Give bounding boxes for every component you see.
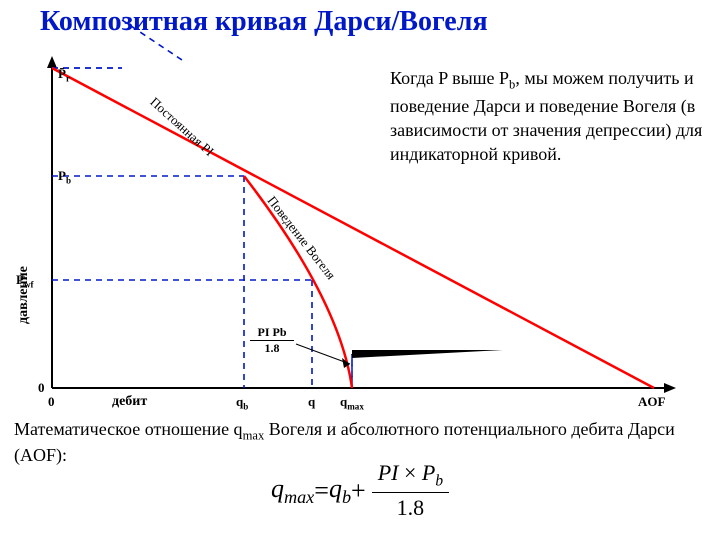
tick-aof: AOF	[638, 394, 665, 410]
f-qb: qb	[329, 474, 351, 508]
formula: qmax = qb + PI × Pb 1.8	[180, 460, 540, 521]
f-eq: =	[314, 476, 329, 506]
callout-den: 1.8	[250, 340, 294, 355]
tick-pwf: Pwf	[16, 272, 34, 290]
tick-pr: P̄r	[58, 66, 70, 84]
tick-zero-x: 0	[48, 394, 55, 410]
f-qmax: qmax	[271, 474, 314, 508]
tick-pb: Pb	[58, 168, 71, 186]
x-axis-label: дебит	[112, 394, 147, 410]
f-plus: +	[351, 476, 366, 506]
tick-qb: qb	[236, 394, 248, 412]
callout-num: PI Pb	[250, 326, 294, 339]
tick-qmax: qmax	[340, 394, 364, 412]
description-text: Когда P выше Pb, мы можем получить и пов…	[390, 66, 712, 166]
callout-pi-pb: PI Pb 1.8	[250, 326, 294, 355]
tick-zero-y: 0	[38, 380, 45, 396]
f-frac: PI × Pb 1.8	[372, 460, 449, 521]
tick-q: q	[308, 394, 315, 410]
page-title: Композитная кривая Дарси/Вогеля	[40, 6, 488, 38]
